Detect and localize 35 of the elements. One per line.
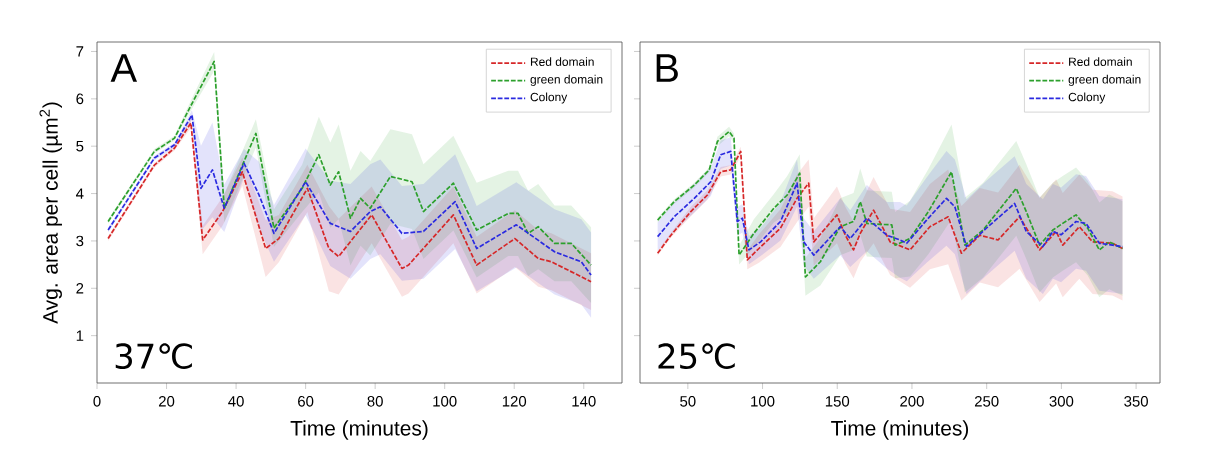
y-tick-label: 6 [76,93,84,105]
x-axis-title: Time (minutes) [290,420,428,440]
x-tick-label: 100 [433,396,457,407]
legend-label: green domain [530,74,603,86]
legend-label: Colony [530,92,568,104]
legend-label: Red domain [530,57,594,66]
x-tick-label: 300 [1049,396,1074,407]
x-tick-label: 100 [751,396,775,407]
y-tick-label: 1 [76,330,84,341]
x-tick-label: 120 [502,396,527,407]
x-tick-label: 20 [158,396,175,407]
annotation: 25℃ [658,343,735,369]
y-axis-title: Avg. area per cell (µm$^{2}$) [39,102,62,324]
x-tick-label: 50 [680,396,696,407]
legend-label: green domain [1068,74,1141,86]
annotation: B [656,54,678,82]
x-tick-label: 200 [900,396,924,407]
x-tick-label: 350 [1124,396,1148,407]
x-tick-label: 140 [572,396,596,407]
y-tick-label: 7 [76,46,84,57]
annotation: 37℃ [115,343,192,369]
x-tick-label: 60 [298,396,314,407]
y-tick-label: 5 [76,140,84,152]
y-tick-label: 4 [75,188,84,199]
x-tick-label: 250 [974,396,999,407]
annotation: A [110,54,138,82]
legend-label: Red domain [1069,57,1132,66]
legend-label: Colony [1068,92,1106,104]
x-tick-label: 0 [93,396,101,407]
y-tick-label: 3 [76,235,84,247]
y-tick-label: 2 [76,283,84,294]
x-axis-title: Time (minutes) [831,420,969,440]
x-tick-label: 40 [228,396,244,407]
x-tick-label: 150 [825,396,850,407]
x-tick-label: 80 [367,396,383,407]
